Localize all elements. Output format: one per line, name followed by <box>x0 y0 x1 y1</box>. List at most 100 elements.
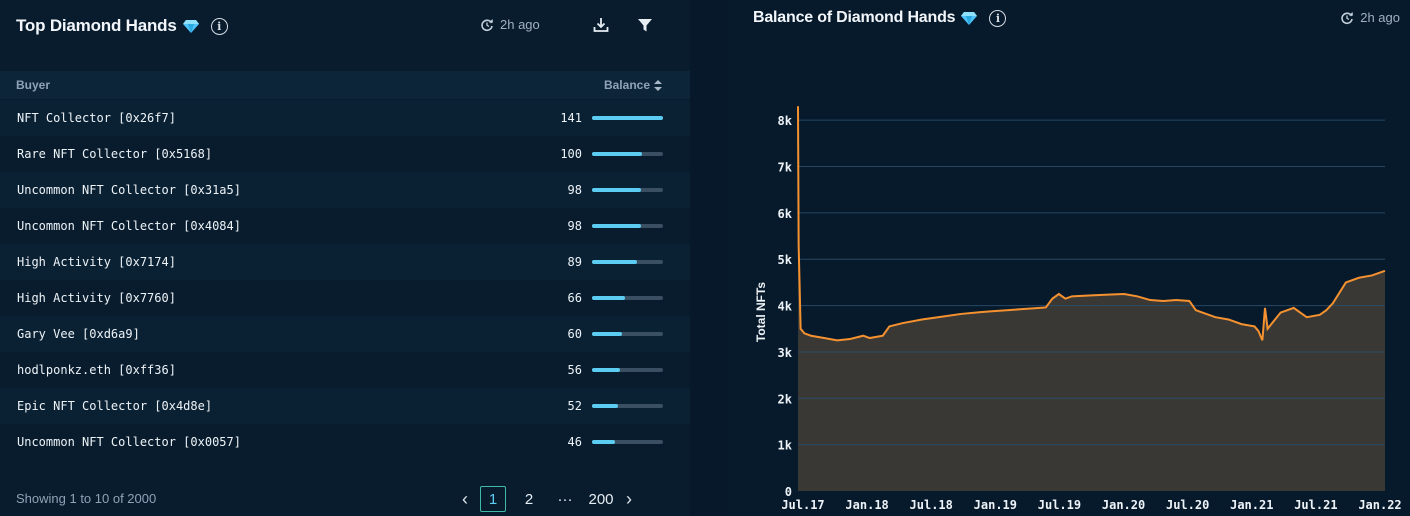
balance-bar-fill <box>592 440 616 444</box>
x-tick-label: Jul.21 <box>1294 498 1337 512</box>
prev-page-button[interactable]: ‹ <box>462 488 468 509</box>
y-tick-label: 0 <box>785 485 792 499</box>
x-tick-label: Jan.20 <box>1102 498 1145 512</box>
refresh-status[interactable]: 2h ago <box>480 17 540 32</box>
balance-bar-track <box>592 152 663 156</box>
y-tick-label: 3k <box>778 346 793 360</box>
page-2-button[interactable]: 2 <box>524 490 534 508</box>
table-row[interactable]: High Activity [0x7760] 66 <box>0 280 690 316</box>
download-icon[interactable] <box>592 16 610 34</box>
buyer-name: Gary Vee [0xd6a9] <box>17 327 140 341</box>
table-row[interactable]: NFT Collector [0x26f7] 141 <box>0 100 690 136</box>
balance-value: 52 <box>567 399 582 413</box>
refresh-label: 2h ago <box>500 17 540 32</box>
y-tick-label: 6k <box>778 207 793 221</box>
buyer-name: Uncommon NFT Collector [0x4084] <box>17 219 241 233</box>
column-header-balance-label: Balance <box>603 78 650 92</box>
buyer-name: NFT Collector [0x26f7] <box>17 111 176 125</box>
buyer-name: hodlponkz.eth [0xff36] <box>17 363 176 377</box>
x-tick-label: Jul.19 <box>1038 498 1081 512</box>
table-row[interactable]: Rare NFT Collector [0x5168] 100 <box>0 136 690 172</box>
balance-bar-fill <box>592 152 643 156</box>
y-tick-label: 2k <box>778 392 793 406</box>
balance-bar-track <box>592 332 663 336</box>
refresh-icon <box>481 18 493 31</box>
balance-bar-track <box>592 404 663 408</box>
table-row[interactable]: High Activity [0x7174] 89 <box>0 244 690 280</box>
y-tick-label: 4k <box>778 300 793 314</box>
balance-area-chart[interactable]: 0 1k 2k 3k 4k 5k 6k 7k 8k Jul.17 Jan.18 Jul.18 Jan.1… <box>727 0 1410 516</box>
column-header-balance[interactable]: Balance <box>604 78 662 92</box>
balance-value: 89 <box>567 255 582 269</box>
buyer-name: High Activity [0x7760] <box>17 291 176 305</box>
table-row[interactable]: Uncommon NFT Collector [0x4084] 98 <box>0 208 690 244</box>
buyer-name: Uncommon NFT Collector [0x0057] <box>17 435 241 449</box>
balance-value: 66 <box>567 291 582 305</box>
table-row[interactable]: Uncommon NFT Collector [0x31a5] 98 <box>0 172 690 208</box>
table-row[interactable]: Uncommon NFT Collector [0x0057] 46 <box>0 424 690 460</box>
page-200-button[interactable]: 200 <box>588 490 614 508</box>
x-tick-label: Jan.18 <box>845 498 888 512</box>
refresh-status[interactable]: 2h ago <box>1340 10 1400 25</box>
balance-bar-fill <box>592 332 623 336</box>
diamond-icon <box>961 12 978 25</box>
balance-value: 141 <box>560 111 582 125</box>
x-tick-label: Jan.22 <box>1358 498 1401 512</box>
panel-title-group: Top Diamond Hands i <box>16 16 228 36</box>
balance-bar-track <box>592 188 663 192</box>
refresh-icon <box>1341 11 1354 24</box>
x-tick-label: Jul.18 <box>910 498 953 512</box>
balance-chart-panel: Balance of Diamond Hands i 2h ago 0 1k 2k 3… <box>727 0 1410 516</box>
chart-panel-title: Balance of Diamond Hands <box>753 9 956 26</box>
balance-bar-fill <box>592 296 626 300</box>
table-row[interactable]: hodlponkz.eth [0xff36] 56 <box>0 352 690 388</box>
series-area <box>798 106 1385 491</box>
page-1-button[interactable]: 1 <box>480 486 506 512</box>
top-diamond-hands-panel: Top Diamond Hands i 2h ago <box>0 0 690 516</box>
info-icon[interactable]: i <box>989 9 1007 27</box>
balance-bar-track <box>592 116 663 120</box>
pagination: ‹ 1 2 ··· 200 › <box>455 485 639 513</box>
balance-value: 98 <box>567 219 582 233</box>
panel-header: Top Diamond Hands i 2h ago <box>0 0 690 56</box>
next-page-button[interactable]: › <box>626 488 632 509</box>
column-header-buyer: Buyer <box>16 78 51 92</box>
balance-value: 60 <box>567 327 582 341</box>
balance-value: 98 <box>567 183 582 197</box>
table-row[interactable]: Epic NFT Collector [0x4d8e] 52 <box>0 388 690 424</box>
table-header: Buyer Balance <box>0 71 690 99</box>
pagination-summary: Showing 1 to 10 of 2000 <box>16 491 157 506</box>
refresh-label: 2h ago <box>1360 10 1400 25</box>
y-axis-label: Total NFTs <box>754 282 768 343</box>
chart-title-group: Balance of Diamond Hands i <box>753 9 1007 27</box>
y-tick-label: 7k <box>778 161 793 175</box>
balance-bar-track <box>592 296 663 300</box>
balance-value: 100 <box>560 147 582 161</box>
pagination-ellipsis: ··· <box>557 490 573 508</box>
balance-bar-track <box>592 224 663 228</box>
balance-bar-track <box>592 260 663 264</box>
y-tick-label: 1k <box>778 439 793 453</box>
filter-icon[interactable] <box>636 16 654 34</box>
balance-bar-fill <box>592 404 619 408</box>
panel-title: Top Diamond Hands <box>16 16 177 35</box>
panel-gutter <box>690 0 727 516</box>
buyer-name: Epic NFT Collector [0x4d8e] <box>17 399 213 413</box>
balance-bar-fill <box>592 368 621 372</box>
y-tick-label: 8k <box>778 114 793 128</box>
balance-bar-track <box>592 440 663 444</box>
balance-bar-fill <box>592 224 642 228</box>
balance-bar-fill <box>592 116 663 120</box>
series-line <box>797 106 1386 342</box>
table-row[interactable]: Gary Vee [0xd6a9] 60 <box>0 316 690 352</box>
x-tick-label: Jan.19 <box>974 498 1017 512</box>
x-tick-label: Jul.20 <box>1166 498 1209 512</box>
y-tick-label: 5k <box>778 253 793 267</box>
diamond-icon <box>182 20 199 33</box>
sort-icon <box>654 79 662 91</box>
info-icon[interactable]: i <box>210 17 228 35</box>
balance-bar-fill <box>592 188 642 192</box>
buyer-name: Rare NFT Collector [0x5168] <box>17 147 213 161</box>
balance-value: 46 <box>567 435 582 449</box>
